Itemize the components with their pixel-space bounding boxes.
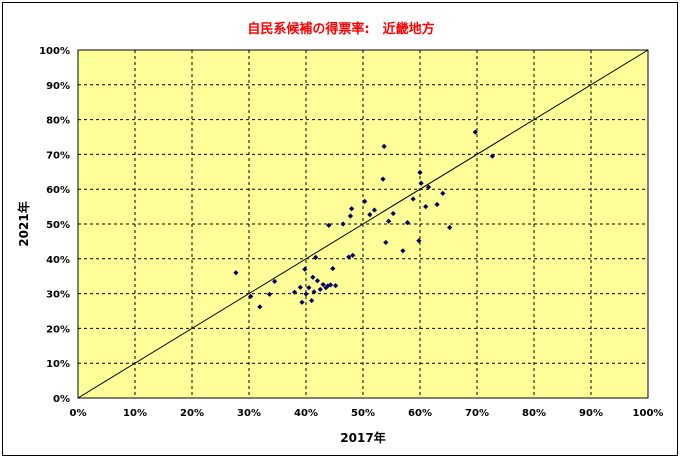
- data-point: [383, 239, 389, 246]
- y-tick-label: 90%: [46, 81, 70, 92]
- data-point: [390, 210, 396, 217]
- x-tick-label: 50%: [351, 408, 375, 419]
- y-tick-label: 60%: [46, 185, 70, 196]
- data-point: [440, 190, 446, 196]
- y-axis-ticks: 0% 10% 20% 30% 40% 50% 60% 70% 80% 90% 100%: [39, 46, 70, 405]
- y-tick-label: 0%: [53, 394, 70, 405]
- x-tick-label: 70%: [465, 408, 489, 419]
- y-tick-label: 10%: [46, 359, 70, 370]
- data-point: [309, 297, 315, 304]
- data-point: [320, 281, 326, 288]
- x-tick-label: 90%: [579, 408, 603, 419]
- data-point: [313, 254, 319, 261]
- y-tick-label: 40%: [46, 255, 70, 266]
- x-tick-label: 100%: [633, 408, 664, 419]
- data-point: [362, 198, 368, 204]
- chart-title: 自民系候補の得票率: 近畿地方: [247, 21, 434, 37]
- data-point: [410, 196, 416, 202]
- data-point: [489, 153, 495, 159]
- x-tick-label: 30%: [237, 408, 261, 419]
- data-point: [299, 299, 305, 305]
- data-point: [303, 291, 309, 297]
- data-point: [297, 284, 303, 290]
- data-point: [447, 224, 453, 231]
- data-point: [248, 293, 254, 299]
- x-tick-label: 60%: [408, 408, 432, 419]
- data-point: [292, 289, 298, 295]
- x-tick-label: 80%: [522, 408, 546, 419]
- data-point: [386, 218, 392, 224]
- data-point: [302, 266, 308, 272]
- data-point: [311, 289, 317, 295]
- data-point: [400, 248, 406, 254]
- data-point: [423, 204, 429, 210]
- x-tick-label: 20%: [180, 408, 204, 419]
- y-tick-label: 70%: [46, 150, 70, 161]
- x-axis-ticks: 0% 10% 20% 30% 40% 50% 60% 70% 80% 90% 100%: [70, 408, 664, 419]
- data-point: [404, 220, 411, 226]
- data-point: [349, 206, 355, 212]
- x-tick-label: 10%: [123, 408, 147, 419]
- data-point: [347, 213, 354, 219]
- y-axis-label: 2021年: [16, 201, 31, 246]
- data-point: [233, 270, 239, 276]
- y-tick-label: 20%: [46, 324, 70, 335]
- data-point: [272, 278, 278, 285]
- data-point: [327, 282, 334, 288]
- data-point: [266, 291, 273, 297]
- y-tick-label: 80%: [46, 116, 70, 127]
- data-point: [340, 221, 346, 227]
- data-point: [371, 207, 377, 213]
- data-point: [314, 278, 320, 284]
- data-point: [257, 304, 263, 310]
- data-point: [326, 222, 332, 228]
- data-point: [380, 176, 386, 182]
- reference-line-y-equals-x: [77, 49, 649, 399]
- data-point: [367, 212, 373, 218]
- data-point: [434, 201, 440, 208]
- data-point: [306, 285, 312, 291]
- data-point: [350, 252, 356, 258]
- data-point: [346, 254, 352, 260]
- data-point: [417, 169, 423, 176]
- data-point: [381, 143, 387, 149]
- data-points: [233, 129, 495, 310]
- y-tick-label: 30%: [46, 290, 70, 301]
- x-tick-label: 40%: [294, 408, 318, 419]
- x-tick-label: 0%: [70, 408, 87, 419]
- data-point: [425, 184, 432, 190]
- data-point: [317, 286, 323, 293]
- data-point: [325, 283, 331, 289]
- data-point: [330, 265, 336, 272]
- data-point: [333, 282, 339, 289]
- data-point: [472, 129, 478, 135]
- x-axis-label: 2017年: [340, 430, 385, 445]
- data-point: [416, 238, 422, 244]
- data-point: [418, 180, 424, 186]
- y-tick-label: 100%: [39, 46, 70, 57]
- y-tick-label: 50%: [46, 220, 70, 231]
- data-point: [310, 274, 316, 280]
